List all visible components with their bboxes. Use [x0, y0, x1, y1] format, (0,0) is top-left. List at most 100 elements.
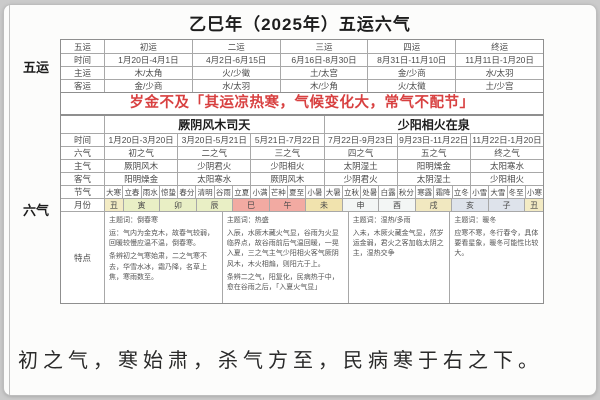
table-cell: 1月20日-4月1日	[105, 54, 193, 66]
row-label: 特点	[61, 212, 105, 303]
jieqi-cell: 立秋	[343, 186, 362, 198]
table-cell: 四运	[368, 40, 457, 53]
table-cell: 初之气	[105, 147, 179, 159]
table-cell: 8月31日-11月10日	[368, 54, 457, 66]
table-cell: 1月20日-3月20日	[105, 134, 179, 146]
table-cell: 5月21日-7月22日	[251, 134, 325, 146]
row-label: 月份	[61, 199, 105, 211]
row-label: 时间	[61, 134, 105, 146]
table-cell: 水/太羽	[193, 80, 281, 92]
zaiquan-header: 少阳相火在泉	[397, 118, 470, 132]
document-sheet: 乙巳年（2025年）五运六气 五运 五运 初运 二运 三运 四运 终运 时间 1…	[4, 5, 596, 395]
jieqi-cell: 雨水	[142, 186, 160, 198]
table-cell: 四之气	[325, 147, 398, 159]
liuqi-header-row: 厥阴风木司天 少阳相火在泉	[61, 116, 543, 133]
note-text: 条辨二之气，阳复化，民病热于中，愈在谷雨之后，「入夏火气显」	[226, 273, 339, 291]
jieqi-cell: 白露	[379, 186, 398, 198]
month-cell: 巳	[233, 199, 270, 211]
table-cell: 阳明燥金	[398, 160, 471, 172]
table-cell: 少阳相火	[489, 174, 524, 184]
table-cell: 木/少角	[281, 80, 369, 92]
table-cell: 太阴湿土	[398, 173, 471, 185]
month-cell: 戌	[415, 199, 453, 211]
note-keyword: 主题词：湿热/多雨	[352, 217, 411, 224]
note-keyword: 主题词：热盛	[226, 217, 269, 224]
table-cell: 4月2日-6月15日	[193, 54, 281, 66]
liuqi-time-row: 时间 1月20日-3月20日 3月20日-5月21日 5月21日-7月22日 7…	[61, 133, 543, 146]
note-text: 入辰，水厥木藏火气显，谷雨为火显临界点，故谷雨前后气温回暖，一晃入夏，三之气主气…	[226, 230, 339, 268]
notes-row: 特点 主题词：倒春寒 运：气内为金克木，故春气较弱，回暖较慢应温不温，倒春寒。 …	[61, 211, 543, 303]
summary-banner: 岁金不及「其运凉热寒，气候变化大，常气不配节」	[60, 93, 544, 115]
footer-quote: 初之气，寒始肃，杀气方至，民病寒于右之下。	[18, 348, 543, 372]
jieqi-row: 节气 大寒 立春 雨水 惊蛰 春分 清明 谷雨 立夏 小满 芒种 夏至 小暑 大…	[61, 185, 543, 198]
table-cell: 三运	[281, 40, 369, 53]
jieqi-cell: 大暑	[325, 186, 343, 198]
wuyun-table: 五运 初运 二运 三运 四运 终运 时间 1月20日-4月1日 4月2日-6月1…	[60, 39, 544, 93]
liuqi-keqi-row: 客气 阳明燥金 太阳寒水 厥阴风木 少阴君火 太阴湿土 少阳相火	[61, 172, 543, 185]
wuyun-section-label: 五运	[22, 59, 49, 75]
month-row: 月份 丑 寅 卯 辰 巳 午 未 申 酉 戌 亥 子 丑	[61, 198, 543, 211]
table-cell: 9月23日-11月22日	[398, 134, 471, 146]
table-cell: 3月20日-5月21日	[178, 134, 252, 146]
tables-layout: 五运 五运 初运 二运 三运 四运 终运 时间 1月20日-4月1日 4月2日-…	[12, 39, 544, 304]
table-cell: 终运	[491, 41, 509, 52]
liuqi-qi-row: 六气 初之气 二之气 三之气 四之气 五之气 终之气	[61, 146, 543, 159]
note-cell: 主题词：湿热/多雨 入未，木厥火藏金气显，然岁运金弱，君火之客加临太阴之主，湿热…	[349, 212, 451, 303]
jieqi-cell: 惊蛰	[160, 186, 179, 198]
table-cell: 厥阴风木	[251, 173, 325, 185]
jieqi-cell: 秋分	[398, 186, 417, 198]
note-text: 运：气内为金克木，故春气较弱，回暖较慢应温不温，倒春寒。	[109, 230, 214, 248]
table-cell: 太阳寒水	[178, 173, 252, 185]
table-cell: 少阳相火	[251, 160, 325, 172]
month-cell: 酉	[379, 199, 416, 211]
table-cell: 五之气	[398, 147, 471, 159]
table-cell: 厥阴风木	[105, 160, 179, 172]
note-cell: 主题词：暖冬 应寒不寒，冬行春令，具体要看星象，暖冬可能性比较大。	[450, 212, 543, 303]
row-label: 客气	[61, 173, 105, 185]
note-keyword: 主题词：倒春寒	[109, 217, 158, 224]
jieqi-cell: 谷雨	[215, 186, 234, 198]
month-cell: 寅	[123, 199, 161, 211]
table-cell: 金/少商	[105, 80, 193, 92]
jieqi-cell: 霜降	[434, 186, 453, 198]
scan-edge-left	[9, 5, 10, 395]
note-cell: 主题词：倒春寒 运：气内为金克木，故春气较弱，回暖较慢应温不温，倒春寒。 条辨初…	[105, 212, 223, 303]
jieqi-cell: 大雪	[489, 186, 508, 198]
table-cell: 初运	[105, 40, 193, 53]
month-cell: 未	[306, 199, 343, 211]
month-cell: 子	[488, 199, 526, 211]
table-cell: 火/太徵	[368, 80, 457, 92]
jieqi-cell: 春分	[178, 186, 197, 198]
row-label-empty	[61, 116, 105, 133]
table-cell: 7月22日-9月23日	[325, 134, 398, 146]
row-label: 客运	[61, 80, 105, 92]
wuyun-keyun-row: 客运 金/少商 水/太羽 木/少角 火/太徵 土/少宫	[61, 79, 543, 92]
table-cell: 土/少宫	[485, 81, 514, 91]
month-cell: 亥	[452, 199, 489, 211]
table-cell: 火/少徵	[193, 67, 281, 79]
jieqi-cell: 清明	[196, 186, 215, 198]
jieqi-cell: 小暑	[306, 186, 325, 198]
month-cell: 丑	[105, 199, 124, 211]
wuyun-zhuyun-row: 主运 木/太角 火/少徵 土/太宫 金/少商 水/太羽	[61, 66, 543, 79]
jieqi-cell: 小满	[251, 186, 270, 198]
liuqi-table: 厥阴风木司天 少阳相火在泉 时间 1月20日-3月20日 3月20日-5月21日…	[60, 115, 544, 304]
month-cell: 午	[269, 199, 307, 211]
table-cell: 水/太羽	[485, 68, 514, 78]
jieqi-cell: 立冬	[453, 186, 471, 198]
table-cell: 终之气	[494, 148, 520, 158]
month-cell: 辰	[196, 199, 234, 211]
row-label: 主运	[61, 67, 105, 79]
table-cell: 11月22日-1月20日	[472, 135, 542, 145]
table-cell: 土/太宫	[281, 67, 369, 79]
jieqi-cell: 寒露	[416, 186, 435, 198]
table-cell: 木/太角	[105, 67, 193, 79]
sitian-header: 厥阴风木司天	[105, 116, 325, 133]
row-label: 时间	[61, 54, 105, 66]
jieqi-cell: 小雪	[471, 186, 490, 198]
note-cell: 主题词：热盛 入辰，水厥木藏火气显，谷雨为火显临界点，故谷雨前后气温回暖，一晃入…	[223, 212, 349, 303]
month-cell: 丑	[525, 199, 543, 211]
page-title: 乙巳年（2025年）五运六气	[189, 15, 411, 34]
note-text: 入未，木厥火藏金气显，然岁运金弱，君火之客加临太阴之主，湿热交争	[352, 230, 444, 258]
